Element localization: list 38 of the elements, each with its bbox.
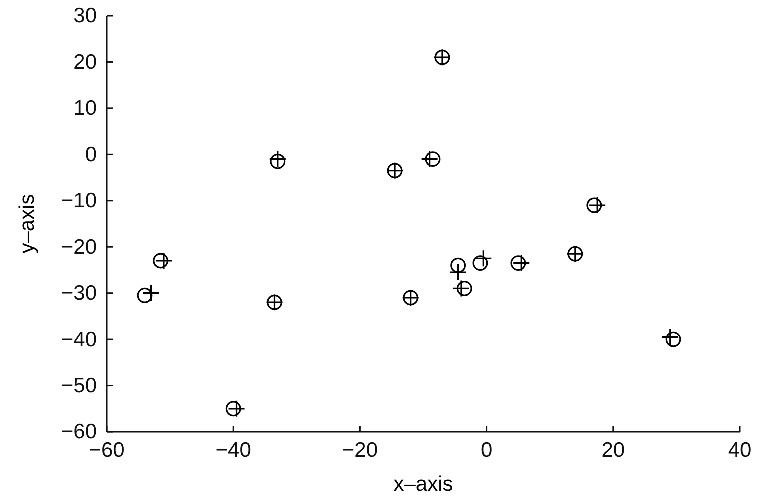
point <box>452 280 470 298</box>
point <box>269 150 287 168</box>
x-axis-title: x–axis <box>394 473 454 496</box>
x-tick-label: 40 <box>728 438 752 462</box>
point <box>662 328 680 346</box>
point <box>666 332 682 348</box>
y-tick-label: 20 <box>74 50 97 74</box>
x-tick-label: −20 <box>342 438 378 462</box>
point <box>586 198 602 214</box>
point <box>474 250 492 268</box>
point <box>456 281 472 296</box>
point <box>153 253 169 269</box>
point <box>228 400 246 418</box>
y-axis-title: y–axis <box>16 194 39 254</box>
point <box>450 258 466 274</box>
point <box>512 254 530 272</box>
y-tick-label: 0 <box>85 143 97 166</box>
y-tick-label: 10 <box>74 97 97 120</box>
point <box>270 154 286 170</box>
y-tick-label: 30 <box>74 4 97 28</box>
x-tick-label: 20 <box>602 438 626 462</box>
point <box>137 288 153 304</box>
point <box>425 152 441 167</box>
point <box>510 256 526 271</box>
y-tick-label: −40 <box>61 328 97 352</box>
point <box>142 284 160 302</box>
y-tick-label: −10 <box>61 190 97 213</box>
y-tick-label: −50 <box>61 374 97 398</box>
y-tick-label: −20 <box>61 236 97 259</box>
point <box>155 252 173 270</box>
x-tick-label: 0 <box>480 438 493 462</box>
point <box>421 150 439 168</box>
point <box>226 401 242 417</box>
point <box>472 256 488 271</box>
x-tick-label: −40 <box>216 438 252 462</box>
point <box>588 196 606 214</box>
point <box>450 264 468 282</box>
y-tick-label: −30 <box>61 282 97 306</box>
